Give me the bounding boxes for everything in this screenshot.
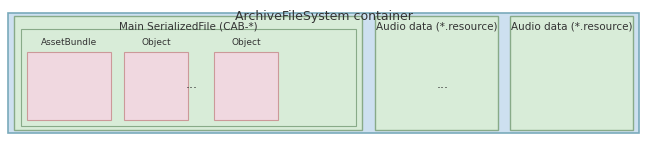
FancyBboxPatch shape bbox=[124, 52, 188, 120]
FancyBboxPatch shape bbox=[510, 16, 633, 130]
Text: ...: ... bbox=[437, 78, 448, 91]
Text: Object: Object bbox=[141, 38, 171, 47]
Text: Object: Object bbox=[231, 38, 261, 47]
Text: AssetBundle: AssetBundle bbox=[41, 38, 98, 47]
FancyBboxPatch shape bbox=[27, 52, 111, 120]
Text: Main SerializedFile (CAB-*): Main SerializedFile (CAB-*) bbox=[119, 21, 257, 31]
FancyBboxPatch shape bbox=[14, 16, 362, 130]
FancyBboxPatch shape bbox=[214, 52, 278, 120]
FancyBboxPatch shape bbox=[375, 16, 498, 130]
Text: ...: ... bbox=[185, 78, 198, 91]
Text: Audio data (*.resource): Audio data (*.resource) bbox=[511, 21, 632, 31]
FancyBboxPatch shape bbox=[8, 13, 640, 133]
Text: ArchiveFileSystem container: ArchiveFileSystem container bbox=[235, 10, 413, 23]
Text: Audio data (*.resource): Audio data (*.resource) bbox=[376, 21, 497, 31]
FancyBboxPatch shape bbox=[21, 29, 356, 126]
